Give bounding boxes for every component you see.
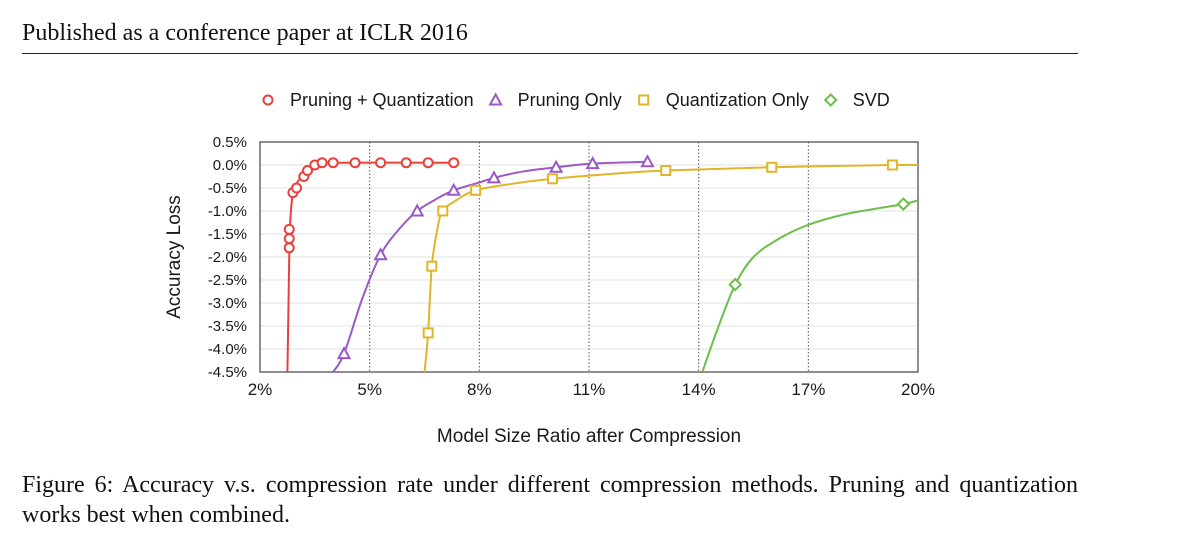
data-point-svd xyxy=(896,197,911,212)
data-point-quantization-only xyxy=(886,159,898,171)
data-point-quantization-only xyxy=(766,161,778,173)
page-header: Published as a conference paper at ICLR … xyxy=(22,20,468,46)
y-tick-label: -2.5% xyxy=(208,272,247,289)
series-line-pruning-only xyxy=(332,160,648,372)
data-point-pruning-quantization xyxy=(316,157,328,169)
data-point-pruning-quantization xyxy=(375,157,387,169)
data-point-pruning-quantization xyxy=(349,157,361,169)
x-tick-label: 2% xyxy=(248,380,273,399)
series-line-quantization-only xyxy=(423,163,918,372)
data-point-pruning-quantization xyxy=(400,157,412,169)
legend-label-pruning-only: Pruning Only xyxy=(518,90,622,110)
plot-frame xyxy=(259,141,919,373)
y-tick-label: 0.5% xyxy=(213,134,247,151)
y-tick-label: -0.5% xyxy=(208,180,247,197)
legend-marker-pruning-only xyxy=(488,92,503,106)
accuracy-compression-chart: 0.5% 0.0% -0.5% -1.0% -1.5% -2.0% -2.5% -3.0% -3… xyxy=(164,90,935,447)
data-point-pruning-quantization xyxy=(448,157,460,169)
caption-text: Accuracy v.s. compression rate under dif… xyxy=(22,472,1079,528)
y-tick-label: -3.0% xyxy=(208,295,247,312)
y-tick-label: -1.5% xyxy=(208,226,247,243)
data-point-pruning-quantization xyxy=(283,233,295,245)
legend-marker-pruning-quantization xyxy=(262,94,274,106)
legend-label-svd: SVD xyxy=(853,90,890,110)
data-point-pruning-only xyxy=(548,159,564,173)
y-tick-label: 0.0% xyxy=(213,157,247,174)
data-point-pruning-only xyxy=(446,182,461,196)
data-point-pruning-only xyxy=(336,346,352,360)
data-point-pruning-only xyxy=(585,156,600,170)
y-tick-label: -1.0% xyxy=(208,203,247,220)
header-rule xyxy=(22,53,1078,54)
y-tick-label: -4.0% xyxy=(208,341,247,358)
data-point-quantization-only xyxy=(422,327,434,339)
x-tick-label: 20% xyxy=(901,380,935,399)
x-tick-label: 5% xyxy=(357,380,382,399)
data-point-pruning-quantization xyxy=(291,182,303,194)
data-point-quantization-only xyxy=(660,165,672,177)
data-point-pruning-only xyxy=(409,203,425,217)
data-point-quantization-only xyxy=(426,260,438,272)
data-point-pruning-quantization xyxy=(283,223,295,235)
data-point-svd xyxy=(728,277,743,292)
data-point-pruning-quantization xyxy=(422,157,434,169)
caption-label: Figure 6: xyxy=(22,472,114,498)
y-tick-label: -4.5% xyxy=(208,364,247,381)
data-point-pruning-only xyxy=(640,154,655,168)
data-point-quantization-only xyxy=(546,173,558,185)
figure-6: 0.5% 0.0% -0.5% -1.0% -1.5% -2.0% -2.5% -3.0% -3… xyxy=(150,80,960,465)
data-point-pruning-quantization xyxy=(302,165,314,177)
legend-label-quantization-only: Quantization Only xyxy=(666,90,809,110)
y-axis-label: Accuracy Loss xyxy=(164,195,185,319)
x-axis-label: Model Size Ratio after Compression xyxy=(437,426,741,447)
legend-marker-svd xyxy=(823,93,838,107)
y-tick-label: -3.5% xyxy=(208,318,247,335)
data-point-pruning-quantization xyxy=(283,242,295,254)
data-point-pruning-only xyxy=(373,247,388,261)
legend-marker-quantization-only xyxy=(638,94,650,106)
y-tick-label: -2.0% xyxy=(208,249,247,266)
data-point-quantization-only xyxy=(437,205,449,217)
series-line-svd xyxy=(701,199,918,372)
legend-label-pruning-quantization: Pruning + Quantization xyxy=(290,90,474,110)
x-tick-label: 14% xyxy=(682,380,716,399)
x-tick-label: 8% xyxy=(467,380,492,399)
figure-caption: Figure 6: Accuracy v.s. compression rate… xyxy=(22,470,1078,530)
x-tick-label: 17% xyxy=(791,380,825,399)
data-point-pruning-quantization xyxy=(327,157,339,169)
data-point-quantization-only xyxy=(470,184,482,196)
data-point-pruning-only xyxy=(486,170,502,184)
x-tick-label: 11% xyxy=(573,380,606,399)
